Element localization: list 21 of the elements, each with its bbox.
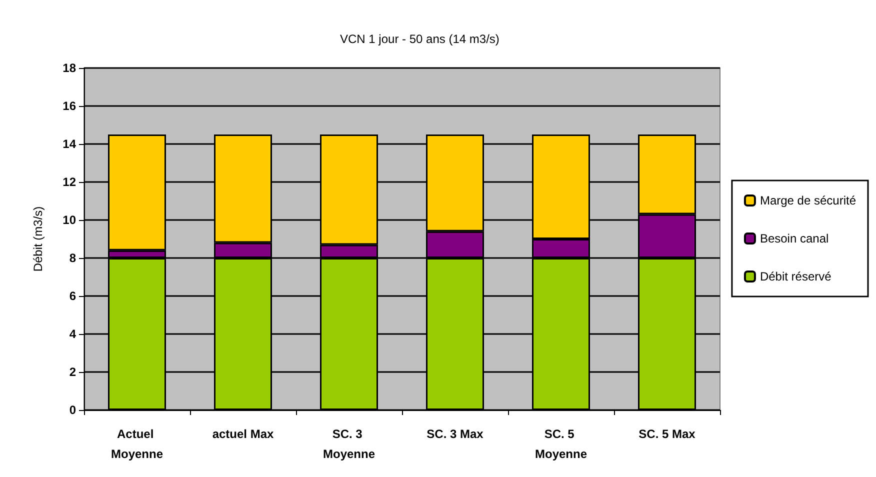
y-tick-label: 0 xyxy=(69,403,76,417)
y-tick-label: 18 xyxy=(62,61,76,75)
y-axis-title: Débit (m3/s) xyxy=(31,206,45,272)
x-tick-label: SC. 5 Moyenne xyxy=(534,427,588,461)
legend-label: Besoin canal xyxy=(760,232,829,246)
x-tick-label: SC. 5 Max xyxy=(638,427,696,441)
y-tick-label: 8 xyxy=(69,251,76,265)
legend-label: Marge de sécurité xyxy=(760,194,856,208)
y-tick-label: 4 xyxy=(69,327,76,341)
legend-label: Débit réservé xyxy=(760,270,832,284)
chart-title: VCN 1 jour - 50 ans (14 m3/s) xyxy=(340,32,500,46)
x-tick-label: actuel Max xyxy=(212,427,274,441)
y-tick-label: 2 xyxy=(69,365,76,379)
x-tick-label: SC. 3 Max xyxy=(426,427,484,441)
y-tick-label: 16 xyxy=(62,99,76,113)
y-tick-label: 10 xyxy=(62,213,76,227)
y-tick-label: 6 xyxy=(69,289,76,303)
y-tick-label: 14 xyxy=(62,137,76,151)
x-tick-label: SC. 3 Moyenne xyxy=(322,427,376,461)
x-tick-label: Actuel Moyenne xyxy=(110,427,164,461)
y-tick-label: 12 xyxy=(62,175,76,189)
